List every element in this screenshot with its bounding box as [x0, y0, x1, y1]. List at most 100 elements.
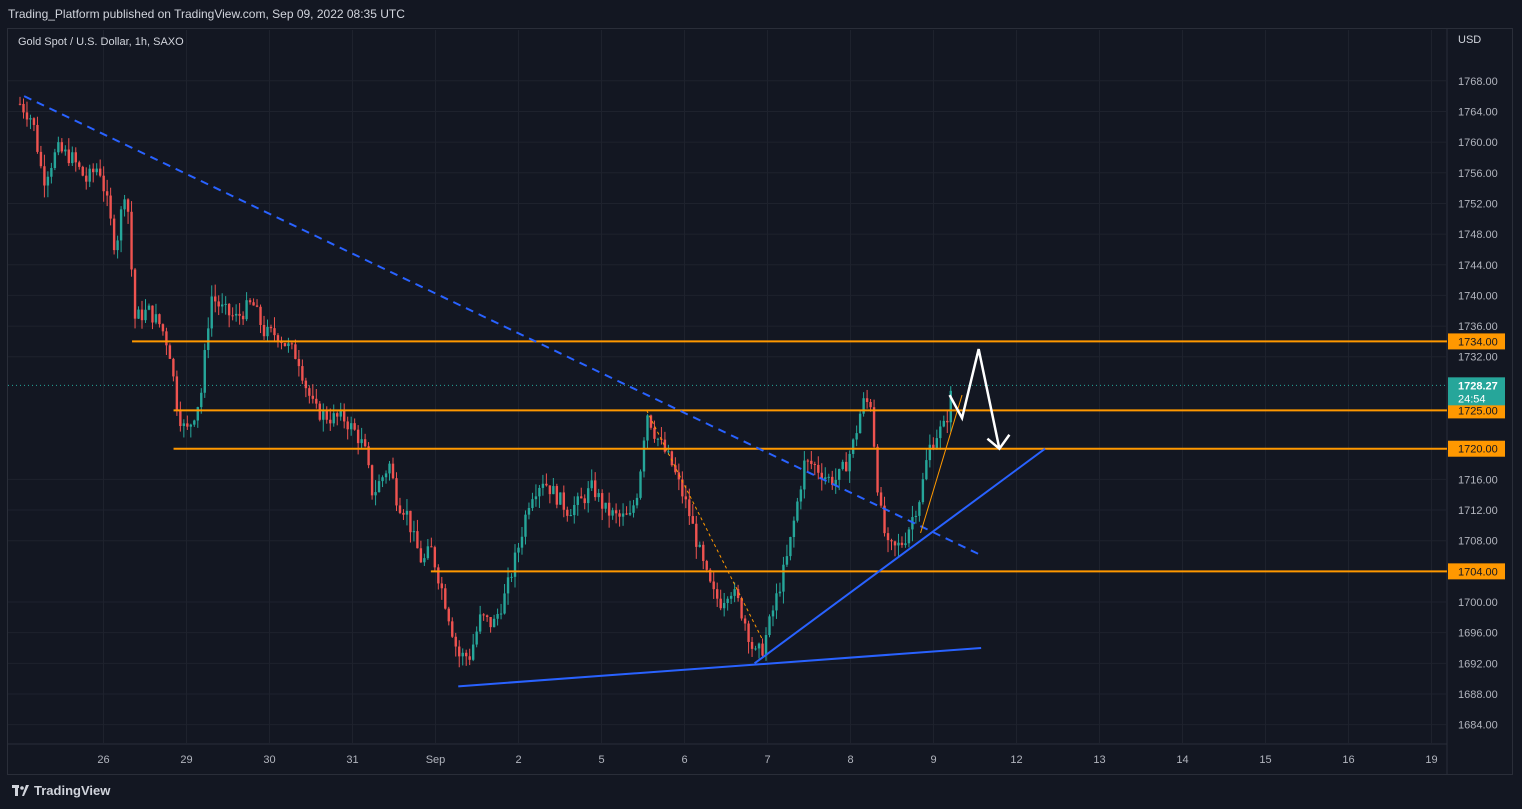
candle-body [513, 552, 517, 577]
candle-body [133, 269, 137, 319]
y-tick-label: 1764.00 [1458, 106, 1498, 118]
candle-body [402, 512, 405, 515]
candle-body [252, 302, 255, 306]
candle-body [841, 461, 844, 470]
candle-body [179, 410, 182, 427]
candle-body [290, 343, 294, 345]
y-tick-label: 1692.00 [1458, 658, 1498, 670]
candle-body [482, 614, 485, 616]
candle-body [308, 388, 311, 396]
x-tick-label: 29 [180, 754, 192, 766]
trendline[interactable] [920, 394, 963, 534]
candle-body [144, 309, 147, 321]
candle-body [440, 583, 444, 589]
candle-body [545, 483, 548, 486]
candle-body [391, 463, 395, 479]
candle-body [890, 540, 893, 542]
candle-body [363, 439, 367, 447]
candle-body [489, 617, 492, 628]
candle-body [562, 492, 566, 510]
candle-body [18, 103, 22, 105]
trendline[interactable] [23, 95, 984, 557]
level-price-label: 1720.00 [1458, 444, 1498, 456]
candle-body [499, 613, 503, 615]
candle-body [444, 588, 447, 609]
candle-body [224, 303, 227, 305]
candle-body [461, 652, 464, 657]
candle-body [315, 398, 318, 404]
candle-body [872, 407, 876, 447]
level-price-label: 1734.00 [1458, 336, 1498, 348]
candle-body [768, 616, 771, 636]
candle-body [611, 510, 614, 516]
candle-body [430, 546, 433, 548]
candle-body [642, 440, 646, 472]
candle-body [593, 480, 597, 498]
footer: TradingView [0, 775, 1522, 809]
trendline[interactable] [753, 447, 1046, 665]
candle-body [883, 505, 886, 534]
candle-body [81, 166, 84, 176]
candle-body [332, 413, 335, 424]
last-price-label: 1728.27 [1458, 380, 1498, 392]
candle-body [419, 548, 423, 563]
candle-body [722, 602, 726, 609]
candle-body [702, 544, 705, 562]
candle-body [552, 486, 555, 495]
candle-body [754, 648, 757, 650]
candle-body [907, 529, 911, 544]
candle-body [649, 415, 653, 428]
candle-body [820, 472, 823, 480]
projection-arrow[interactable] [948, 348, 1001, 449]
candle-body [555, 486, 559, 505]
candle-body [161, 324, 165, 332]
y-tick-label: 1700.00 [1458, 597, 1498, 609]
candle-body [119, 209, 123, 241]
candle-body [36, 124, 39, 152]
x-tick-label: 7 [764, 754, 770, 766]
candle-body [614, 510, 618, 514]
candle-body [370, 465, 374, 496]
trendline[interactable] [646, 410, 764, 641]
y-tick-label: 1688.00 [1458, 689, 1498, 701]
candle-body [824, 477, 827, 480]
candle-body [503, 593, 506, 614]
published-text: Trading_Platform published on TradingVie… [8, 7, 405, 21]
candle-body [806, 460, 810, 462]
candle-body [712, 581, 715, 590]
candle-body [203, 350, 206, 393]
y-tick-label: 1748.00 [1458, 229, 1498, 241]
candle-body [182, 423, 186, 427]
candle-body [834, 479, 837, 485]
brand-name: TradingView [34, 783, 111, 798]
candle-body [154, 314, 158, 323]
candle-body [168, 345, 172, 359]
candle-body [789, 537, 792, 557]
candle-body [32, 118, 36, 125]
candle-body [241, 315, 245, 320]
candle-body [517, 547, 520, 553]
candle-body [935, 438, 939, 449]
candle-body [318, 403, 321, 420]
candle-body [437, 567, 440, 584]
candle-body [304, 380, 308, 389]
y-tick-label: 1684.00 [1458, 720, 1498, 732]
trendline[interactable] [458, 647, 982, 688]
y-tick-label: 1760.00 [1458, 137, 1498, 149]
candle-body [799, 489, 803, 502]
candle-body [454, 636, 457, 647]
candle-body [761, 643, 764, 656]
candle-body [349, 423, 353, 430]
candle-body [656, 438, 660, 440]
candle-body [29, 118, 32, 120]
candle-body [88, 168, 91, 182]
candle-body [336, 413, 339, 417]
candle-body [255, 305, 259, 307]
candle-body [266, 326, 269, 337]
candle-body [684, 496, 688, 500]
candle-body [559, 492, 562, 505]
candle-body [245, 300, 248, 320]
candle-body [416, 531, 419, 549]
candle-body [785, 556, 789, 565]
